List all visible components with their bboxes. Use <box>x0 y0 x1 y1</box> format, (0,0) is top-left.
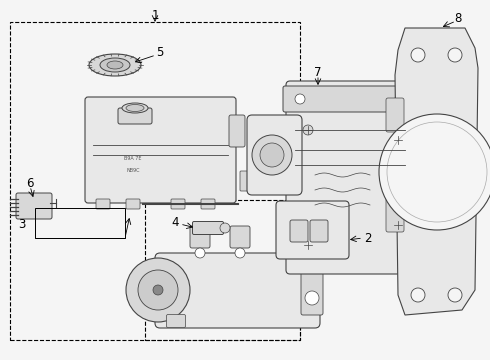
Circle shape <box>295 94 305 104</box>
Ellipse shape <box>100 58 130 72</box>
FancyBboxPatch shape <box>229 115 245 147</box>
FancyBboxPatch shape <box>240 171 252 191</box>
Bar <box>10 22 300 340</box>
Bar <box>145 200 300 340</box>
Circle shape <box>393 135 403 145</box>
Circle shape <box>153 285 163 295</box>
Text: 3: 3 <box>18 217 25 230</box>
Circle shape <box>448 48 462 62</box>
FancyBboxPatch shape <box>386 98 404 132</box>
Text: B9A 7E: B9A 7E <box>124 156 142 161</box>
FancyBboxPatch shape <box>193 221 223 234</box>
FancyBboxPatch shape <box>400 143 417 158</box>
FancyBboxPatch shape <box>400 186 417 202</box>
FancyBboxPatch shape <box>85 97 236 203</box>
Text: NB9C: NB9C <box>126 168 140 173</box>
Circle shape <box>260 143 284 167</box>
Ellipse shape <box>89 54 141 76</box>
Text: 2: 2 <box>364 231 372 244</box>
FancyBboxPatch shape <box>283 86 417 112</box>
FancyBboxPatch shape <box>301 271 323 315</box>
Circle shape <box>138 270 178 310</box>
FancyBboxPatch shape <box>96 199 110 209</box>
Text: 8: 8 <box>454 12 462 24</box>
Circle shape <box>379 114 490 230</box>
Ellipse shape <box>122 103 148 113</box>
Bar <box>35 208 125 238</box>
FancyBboxPatch shape <box>290 220 308 242</box>
Polygon shape <box>395 28 478 315</box>
Circle shape <box>305 291 319 305</box>
Circle shape <box>448 288 462 302</box>
Text: 4: 4 <box>171 216 179 229</box>
Circle shape <box>393 220 403 230</box>
Circle shape <box>235 248 245 258</box>
FancyBboxPatch shape <box>286 81 414 274</box>
FancyBboxPatch shape <box>190 226 210 248</box>
Circle shape <box>395 94 405 104</box>
Circle shape <box>252 135 292 175</box>
FancyBboxPatch shape <box>126 199 140 209</box>
Text: 6: 6 <box>26 176 34 189</box>
FancyBboxPatch shape <box>386 198 404 232</box>
FancyBboxPatch shape <box>201 199 215 209</box>
FancyBboxPatch shape <box>118 108 152 124</box>
Text: 5: 5 <box>156 45 164 59</box>
Circle shape <box>126 258 190 322</box>
Circle shape <box>411 48 425 62</box>
FancyBboxPatch shape <box>167 315 186 328</box>
FancyBboxPatch shape <box>276 201 349 259</box>
Circle shape <box>195 248 205 258</box>
FancyBboxPatch shape <box>16 193 52 219</box>
Ellipse shape <box>126 104 144 112</box>
Text: 7: 7 <box>314 66 322 78</box>
Circle shape <box>303 240 313 250</box>
FancyBboxPatch shape <box>230 226 250 248</box>
Circle shape <box>303 125 313 135</box>
FancyBboxPatch shape <box>155 253 320 328</box>
Circle shape <box>411 288 425 302</box>
FancyBboxPatch shape <box>171 199 185 209</box>
Text: 1: 1 <box>151 9 159 22</box>
Circle shape <box>220 223 230 233</box>
Ellipse shape <box>107 61 123 69</box>
FancyBboxPatch shape <box>310 220 328 242</box>
FancyBboxPatch shape <box>400 165 417 180</box>
FancyBboxPatch shape <box>247 115 302 195</box>
